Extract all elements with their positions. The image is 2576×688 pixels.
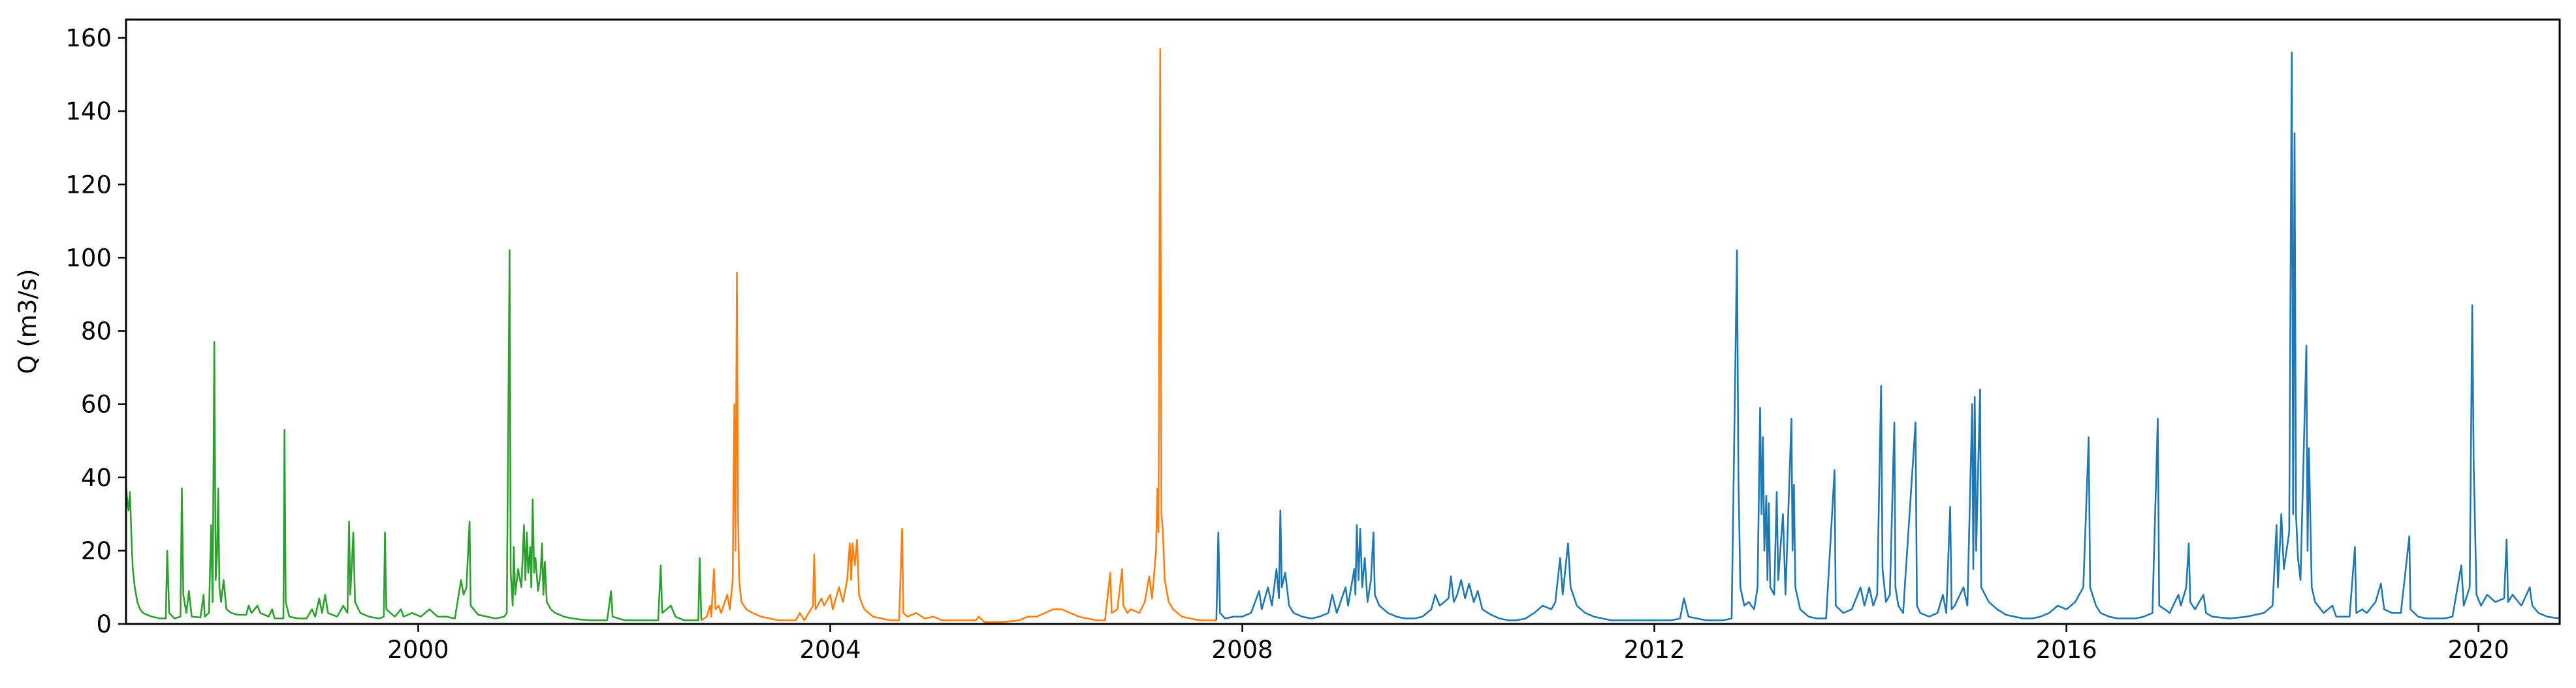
y-tick-label: 20 <box>81 537 112 565</box>
plot-area-frame <box>125 18 2561 625</box>
series-line-2 <box>1215 52 2560 621</box>
y-axis-title: Q (m3/s) <box>14 269 42 374</box>
series-line-0 <box>125 249 703 621</box>
x-tick-label: 2008 <box>1211 636 1273 664</box>
y-tick-label: 0 <box>96 610 112 638</box>
x-tick-label: 2000 <box>387 636 449 664</box>
x-tick-label: 2004 <box>799 636 861 664</box>
x-tick-label: 2012 <box>1623 636 1685 664</box>
y-tick-label: 80 <box>81 318 112 346</box>
y-tick-label: 100 <box>65 244 112 272</box>
y-axis: 0 20 40 60 80 100 120 140 160 <box>65 24 126 638</box>
y-tick-label: 160 <box>65 24 112 52</box>
x-axis: 2000 2004 2008 2012 2016 2020 <box>387 624 2509 664</box>
y-tick-label: 120 <box>65 171 112 199</box>
y-tick-label: 140 <box>65 97 112 125</box>
series-line-1 <box>701 48 1216 623</box>
y-tick-label: 40 <box>81 464 112 492</box>
x-tick-label: 2020 <box>2448 636 2509 664</box>
series-layer <box>125 48 2560 623</box>
y-tick-label: 60 <box>81 391 112 419</box>
x-tick-label: 2016 <box>2035 636 2097 664</box>
